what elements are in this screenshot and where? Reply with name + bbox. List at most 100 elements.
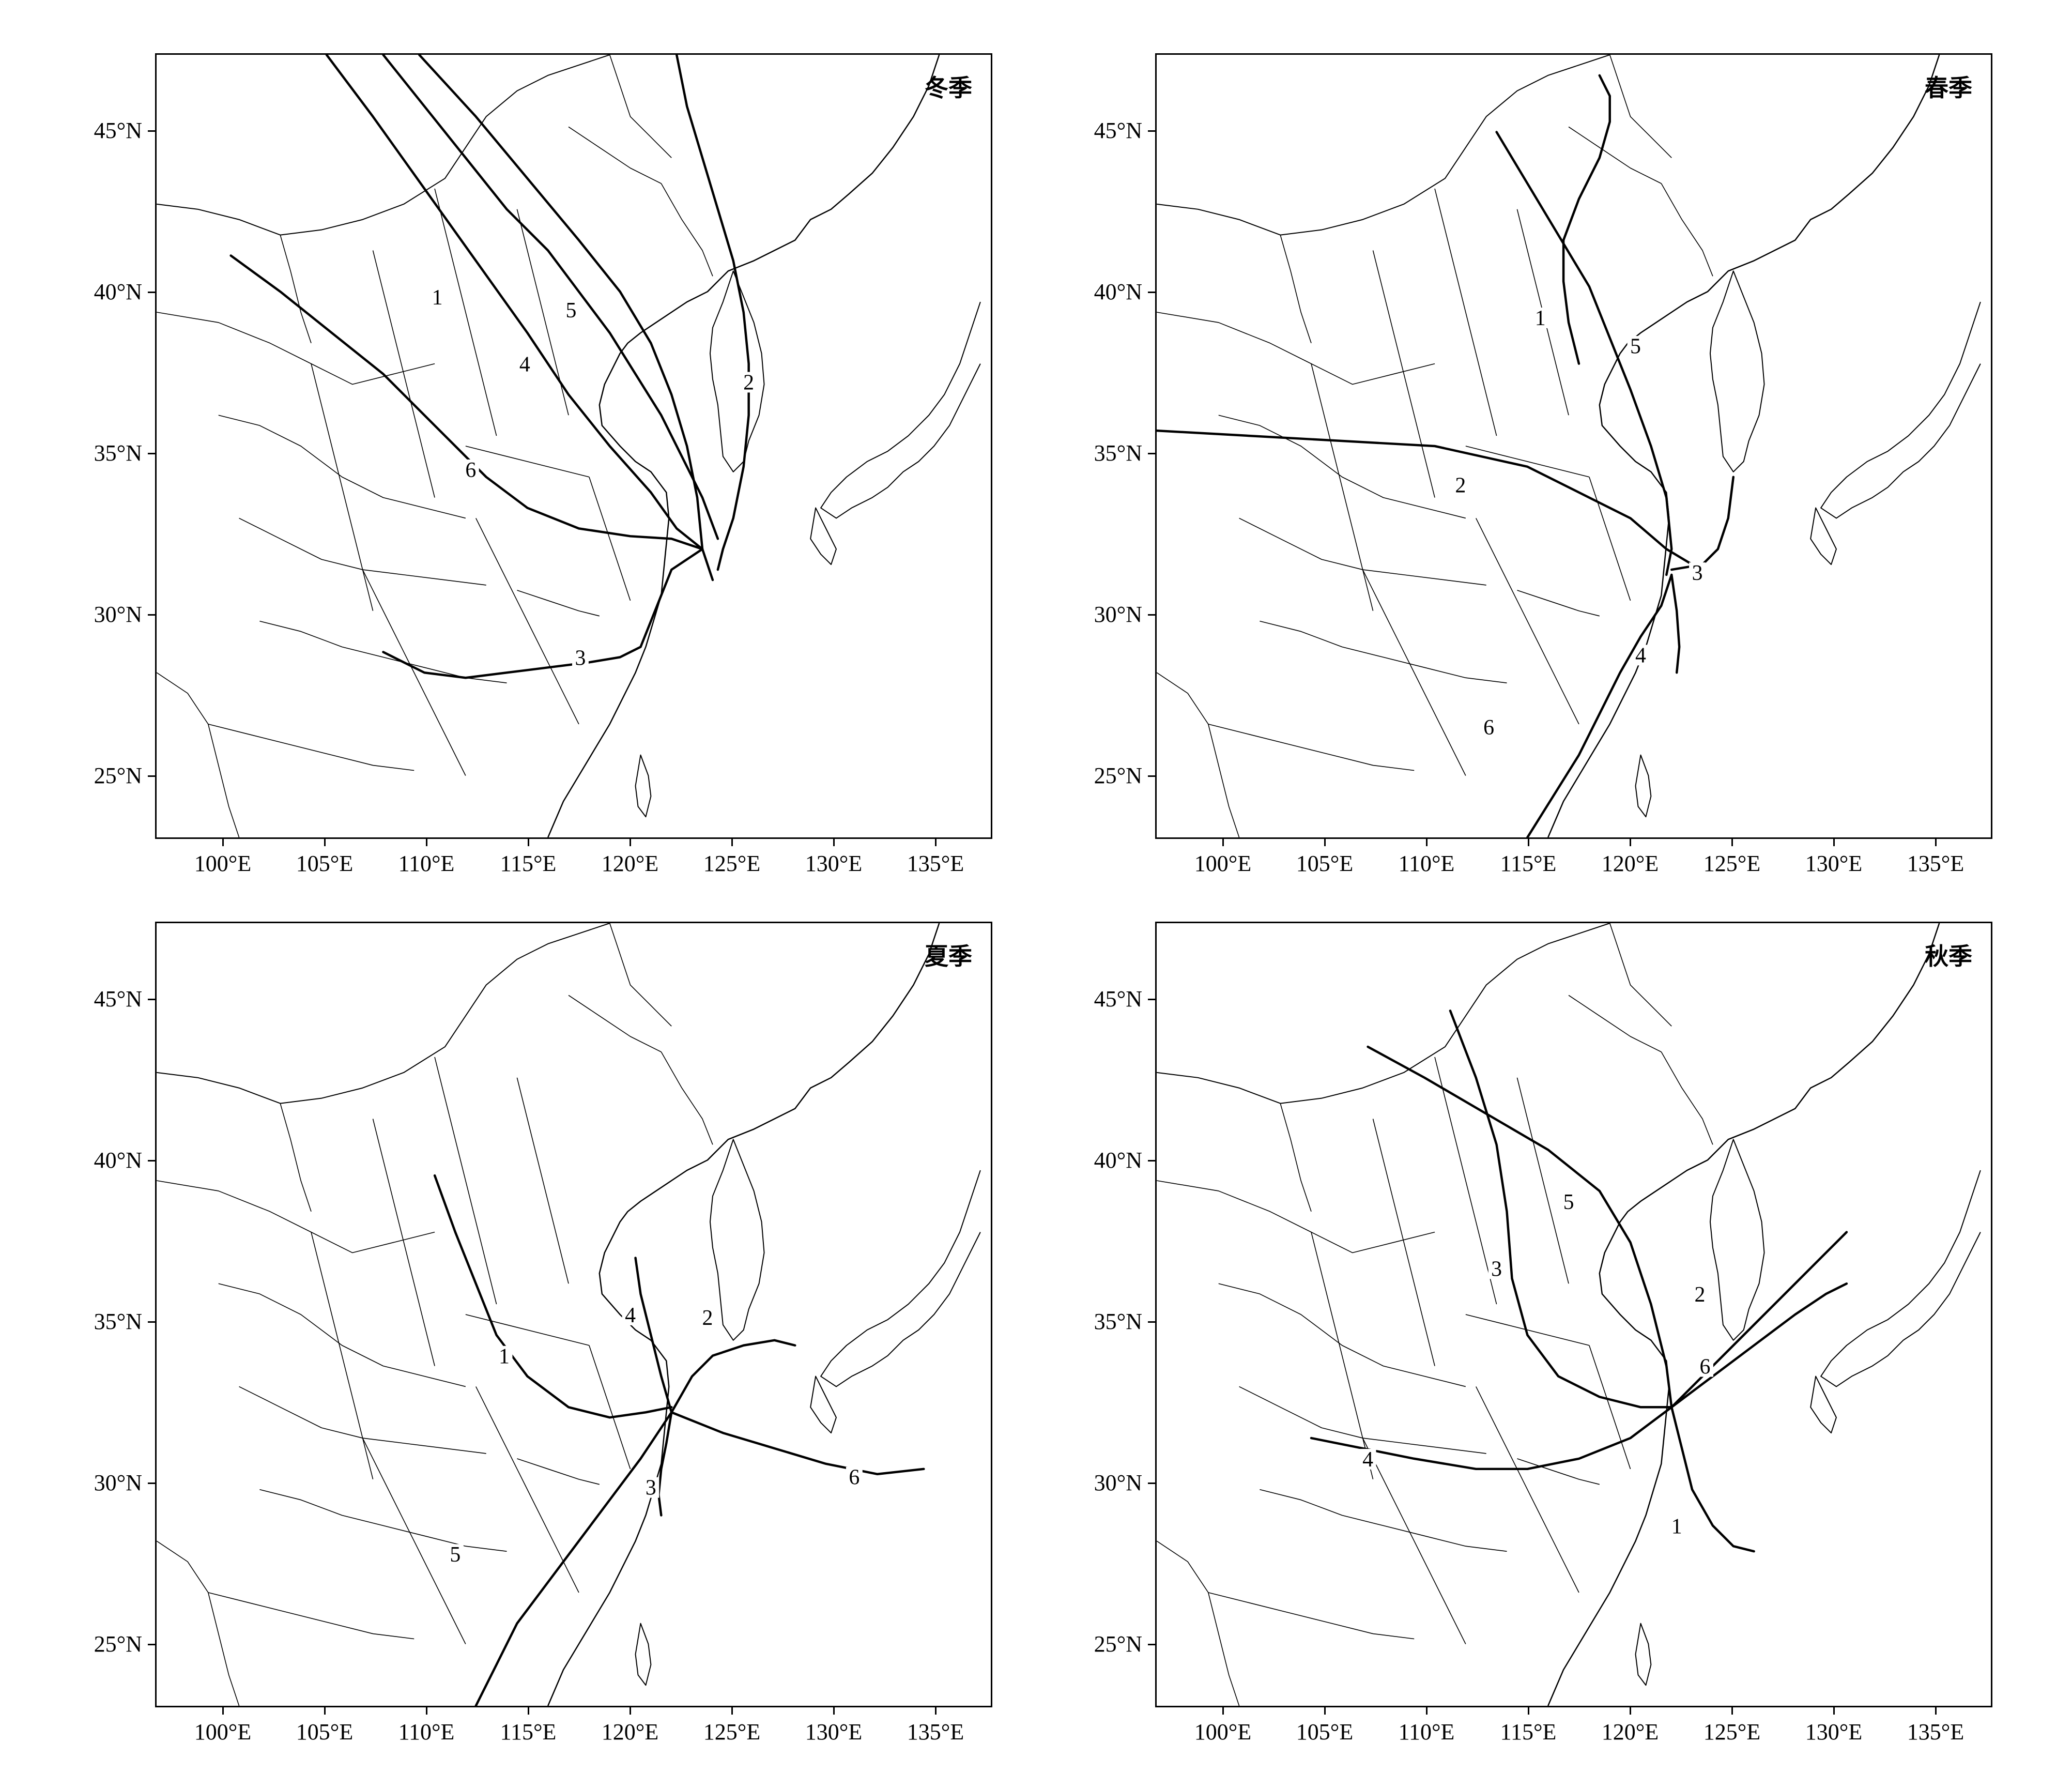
trajectory-label: 4 [625, 1304, 636, 1327]
lon-tick-mark [731, 1707, 733, 1715]
lat-tick-mark [148, 1482, 155, 1484]
trajectory-label: 6 [465, 458, 476, 482]
lon-tick-mark [528, 839, 529, 846]
base-map: 1 2 3 4 5 6 [157, 55, 981, 837]
trajectory-label: 5 [566, 299, 577, 323]
lon-tick-label: 135°E [907, 851, 964, 876]
trajectory-label-bg [1488, 1258, 1505, 1279]
trajectory-label-bg [1668, 1516, 1685, 1537]
province-boundary [516, 1077, 569, 1284]
trajectory-line-4 [634, 1257, 673, 1414]
map-panel-autumn: 1 2 3 4 5 6 秋季 [1155, 922, 1992, 1707]
trajectory-label: 2 [702, 1306, 713, 1330]
lat-tick-mark [148, 292, 155, 293]
japan-island [1810, 507, 1837, 565]
province-boundary [157, 1180, 435, 1254]
lat-tick-label: 30°N [94, 1470, 142, 1495]
province-boundary [1476, 1386, 1579, 1593]
trajectory-label: 2 [1695, 1283, 1706, 1307]
trajectory-label-bg [447, 1544, 464, 1565]
province-boundary [372, 250, 435, 498]
province-boundary [218, 415, 466, 519]
province-boundary [1465, 1314, 1590, 1346]
trajectory-label-bg [740, 372, 757, 393]
korea-outline [1709, 270, 1765, 472]
lon-tick-label: 100°E [1194, 851, 1252, 876]
province-boundary [157, 1540, 240, 1706]
trajectory-label: 2 [1455, 474, 1466, 498]
lat-tick-label: 25°N [1094, 1631, 1142, 1657]
province-boundary [1372, 1119, 1435, 1366]
province-boundary [1568, 126, 1662, 184]
province-boundary [1517, 1458, 1600, 1485]
lon-tick-mark [833, 839, 835, 846]
province-boundary [1157, 672, 1240, 837]
lat-tick-mark [1148, 775, 1155, 777]
province-boundary [1516, 1077, 1569, 1284]
province-boundary [218, 1283, 466, 1387]
province-boundary [475, 518, 579, 725]
lon-tick-mark [731, 839, 733, 846]
lon-tick-label: 120°E [1601, 1719, 1659, 1745]
lon-tick-mark [1528, 839, 1529, 846]
province-boundary [372, 1119, 435, 1366]
lat-tick-label: 30°N [1094, 1470, 1142, 1495]
trajectory-label-bg [699, 1307, 716, 1328]
taiwan-outline [635, 754, 652, 818]
trajectory-line-5 [418, 55, 714, 582]
lat-tick-mark [1148, 1482, 1155, 1484]
lon-tick-mark [833, 1707, 835, 1715]
province-boundary [1157, 1540, 1240, 1706]
trajectory-line-2 [675, 55, 750, 571]
lat-tick-label: 40°N [1094, 279, 1142, 304]
trajectory-label-bg [1689, 562, 1706, 583]
trajectory-label-bg [1692, 1284, 1708, 1305]
lat-tick-label: 45°N [94, 118, 142, 143]
mongolia-border [157, 55, 610, 236]
province-boundary [1661, 1051, 1713, 1145]
map-panel-spring: 1 2 3 4 5 6 春季 [1155, 53, 1992, 839]
province-boundary [311, 1232, 374, 1479]
lat-tick-mark [148, 999, 155, 1000]
trajectory-label-bg [516, 354, 533, 375]
lat-tick-mark [1148, 292, 1155, 293]
lat-tick-mark [1148, 1321, 1155, 1323]
lon-tick-mark [324, 1707, 326, 1715]
trajectory-label-bg [642, 1477, 659, 1498]
province-boundary [1434, 188, 1497, 436]
season-label: 春季 [1925, 74, 1972, 102]
lon-tick-label: 120°E [601, 1719, 659, 1745]
lon-tick-mark [935, 839, 937, 846]
taiwan-outline [1635, 754, 1652, 818]
province-boundary [1239, 1386, 1486, 1454]
trajectory-label-bg [462, 459, 479, 480]
lon-tick-mark [1935, 839, 1937, 846]
lat-tick-mark [1148, 1644, 1155, 1645]
province-boundary [1208, 724, 1415, 771]
lon-tick-label: 125°E [1703, 851, 1761, 876]
trajectory-label: 5 [1630, 335, 1641, 359]
lon-tick-mark [222, 839, 224, 846]
province-boundary [239, 1386, 486, 1454]
lon-tick-label: 110°E [398, 1719, 455, 1745]
province-boundary [280, 1103, 312, 1212]
province-boundary [589, 477, 631, 601]
trajectory-label-bg [1697, 1356, 1713, 1377]
lat-tick-mark [1148, 999, 1155, 1000]
lon-tick-mark [426, 839, 427, 846]
lat-tick-label: 25°N [94, 763, 142, 788]
lon-tick-label: 125°E [703, 1719, 761, 1745]
lon-tick-label: 100°E [194, 851, 252, 876]
trajectory-line-6 [670, 1411, 925, 1476]
lat-tick-mark [148, 130, 155, 132]
japan-outline [820, 301, 981, 519]
province-boundary [1476, 518, 1579, 725]
lon-tick-label: 130°E [1805, 851, 1863, 876]
lon-tick-mark [1324, 839, 1326, 846]
trajectory-label-bg [1532, 308, 1549, 328]
lon-tick-mark [1630, 839, 1631, 846]
province-boundary [517, 1458, 600, 1485]
trajectory-line-1 [433, 1174, 673, 1419]
japan-outline [1820, 301, 1981, 519]
lon-tick-label: 125°E [703, 851, 761, 876]
